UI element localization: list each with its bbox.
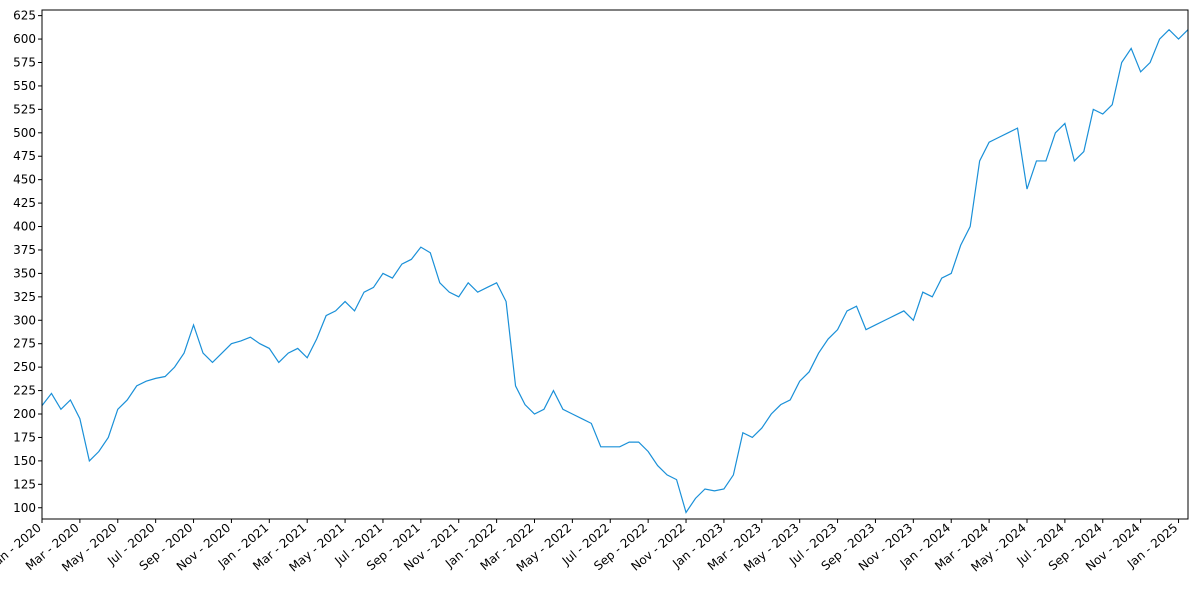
y-tick-label: 525 [13, 102, 36, 116]
y-tick-label: 250 [13, 360, 36, 374]
y-tick-label: 400 [13, 220, 36, 234]
y-tick-label: 300 [13, 313, 36, 327]
y-tick-label: 175 [13, 430, 36, 444]
y-tick-label: 550 [13, 79, 36, 93]
y-tick-label: 600 [13, 32, 36, 46]
price-line [41, 28, 1189, 514]
y-tick-label: 225 [13, 384, 36, 398]
y-tick-label: 100 [13, 501, 36, 515]
y-tick-label: 475 [13, 149, 36, 163]
y-tick-label: 425 [13, 196, 36, 210]
y-tick-label: 375 [13, 243, 36, 257]
y-tick-label: 325 [13, 290, 36, 304]
plot-frame [41, 9, 1189, 520]
y-tick-label: 625 [13, 9, 36, 23]
y-tick-label: 500 [13, 126, 36, 140]
y-tick-label: 150 [13, 454, 36, 468]
y-tick-label: 275 [13, 337, 36, 351]
y-tick-label: 450 [13, 173, 36, 187]
y-tick-label: 575 [13, 55, 36, 69]
y-tick-label: 350 [13, 266, 36, 280]
y-tick-label: 200 [13, 407, 36, 421]
y-tick-label: 125 [13, 477, 36, 491]
